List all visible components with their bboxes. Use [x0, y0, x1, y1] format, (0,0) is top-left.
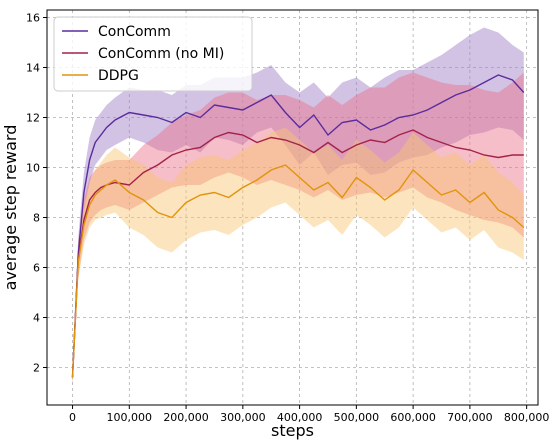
x-tick-label: 300,000 [220, 411, 266, 424]
x-tick-label: 800,000 [504, 411, 550, 424]
x-tick-label: 100,000 [107, 411, 153, 424]
y-tick-label: 8 [33, 212, 40, 225]
x-axis-label: steps [271, 421, 314, 440]
y-tick-label: 2 [33, 362, 40, 375]
legend-entry-label: DDPG [98, 68, 139, 84]
x-tick-label: 600,000 [390, 411, 436, 424]
legend-entry-label: ConComm (no MI) [98, 46, 224, 62]
y-tick-label: 6 [33, 262, 40, 275]
line-series-2 [71, 164, 525, 378]
y-tick-label: 4 [33, 312, 40, 325]
legend-box [53, 16, 253, 92]
x-tick-label: 200,000 [163, 411, 209, 424]
y-tick-label: 12 [26, 112, 40, 125]
x-tick-label: 700,000 [447, 411, 493, 424]
y-tick-label: 10 [26, 162, 40, 175]
series-lines [71, 74, 525, 378]
line-series-0 [71, 74, 525, 378]
y-tick-label: 14 [26, 62, 40, 75]
y-tick-label: 16 [26, 12, 40, 25]
y-axis-label: average step reward [1, 125, 20, 291]
band-series-0 [72, 27, 524, 385]
legend: ConComm ConComm (no MI) DDPG [53, 16, 253, 92]
tick-labels: 0 100,000 200,000 300,000 400,000 500,000 600,… [26, 12, 549, 425]
x-tick-label: 400,000 [277, 411, 323, 424]
x-tick-label: 500,000 [334, 411, 380, 424]
grid-lines [47, 10, 538, 405]
axes [43, 9, 539, 409]
plot-frame [46, 9, 539, 406]
x-tick-label: 0 [69, 411, 76, 424]
band-series-2 [72, 127, 524, 385]
legend-entry-label: ConComm [98, 24, 171, 40]
